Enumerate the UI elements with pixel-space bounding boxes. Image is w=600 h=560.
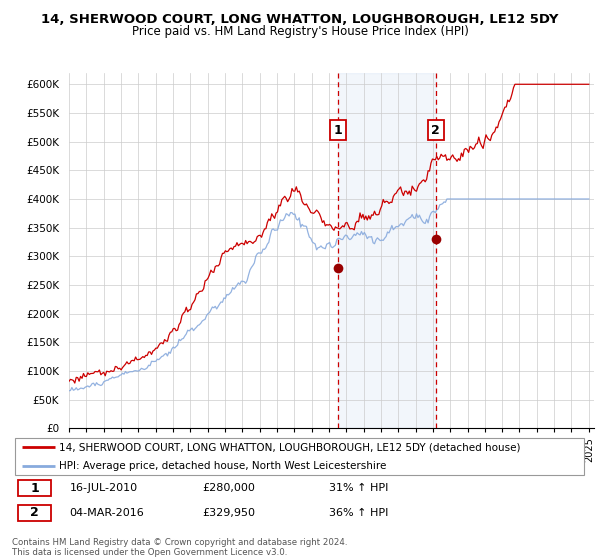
Text: 1: 1 [30,482,39,495]
Text: Price paid vs. HM Land Registry's House Price Index (HPI): Price paid vs. HM Land Registry's House … [131,25,469,38]
Text: 2: 2 [30,506,39,520]
Text: 36% ↑ HPI: 36% ↑ HPI [329,508,388,518]
Text: 1: 1 [334,124,343,137]
Text: 16-JUL-2010: 16-JUL-2010 [70,483,138,493]
Text: £329,950: £329,950 [202,508,255,518]
FancyBboxPatch shape [18,480,51,497]
FancyBboxPatch shape [18,505,51,521]
Text: £280,000: £280,000 [202,483,255,493]
Text: 14, SHERWOOD COURT, LONG WHATTON, LOUGHBOROUGH, LE12 5DY: 14, SHERWOOD COURT, LONG WHATTON, LOUGHB… [41,13,559,26]
Text: 31% ↑ HPI: 31% ↑ HPI [329,483,388,493]
Text: Contains HM Land Registry data © Crown copyright and database right 2024.
This d: Contains HM Land Registry data © Crown c… [12,538,347,557]
Text: HPI: Average price, detached house, North West Leicestershire: HPI: Average price, detached house, Nort… [59,461,386,471]
Text: 2: 2 [431,124,440,137]
Bar [338,73,436,428]
Text: 14, SHERWOOD COURT, LONG WHATTON, LOUGHBOROUGH, LE12 5DY (detached house): 14, SHERWOOD COURT, LONG WHATTON, LOUGHB… [59,442,521,452]
FancyBboxPatch shape [15,438,584,475]
Text: 04-MAR-2016: 04-MAR-2016 [70,508,145,518]
